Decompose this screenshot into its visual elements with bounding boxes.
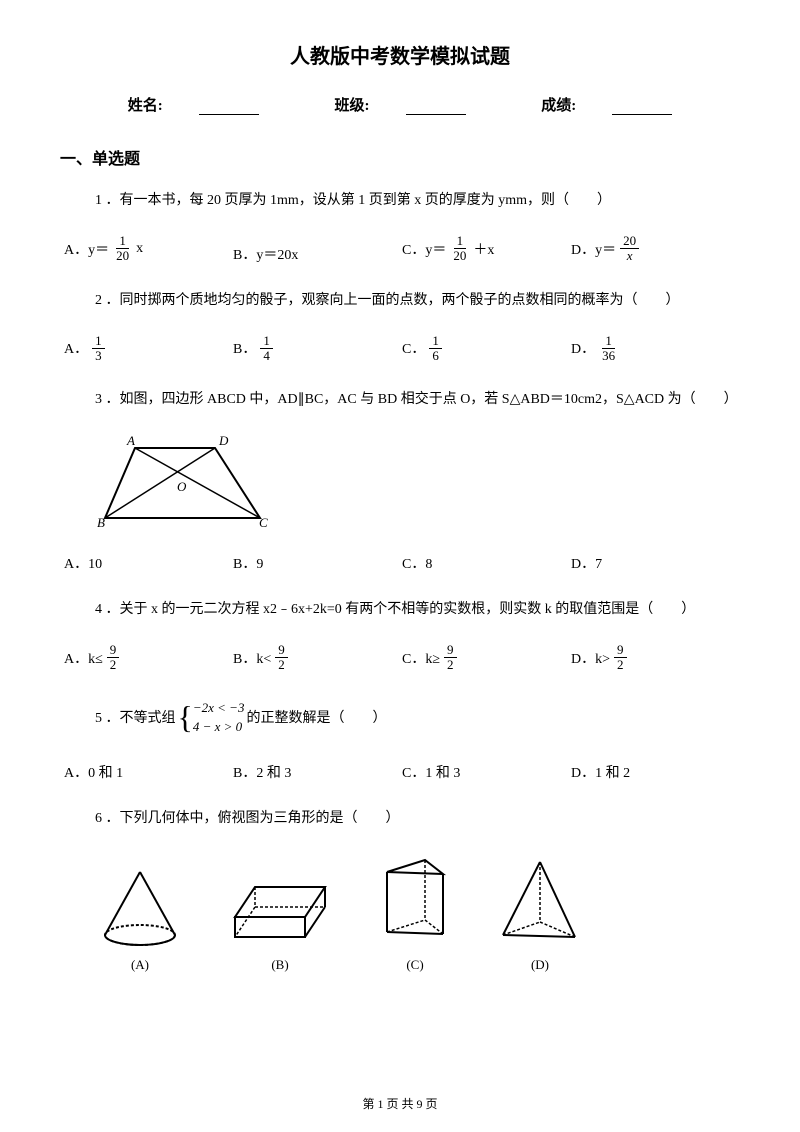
q3-opt-a: A．10 bbox=[64, 553, 233, 573]
meta-row: 姓名: 班级: 成绩: bbox=[60, 94, 740, 115]
q6-label-b: (B) bbox=[225, 957, 335, 973]
q4-opt-a: A．k≤92 bbox=[64, 643, 233, 673]
label-d: D bbox=[218, 433, 229, 448]
q6-label-a: (A) bbox=[95, 957, 185, 973]
q2-opt-c: C．16 bbox=[402, 334, 571, 364]
q6-shapes: (A) (B) (C) bbox=[60, 852, 740, 973]
q1-opt-d: D．y＝ 20x bbox=[571, 234, 740, 264]
q3-text: 3 ．如图，四边形 ABCD 中，AD∥BC，AC 与 BD 相交于点 O，若 … bbox=[60, 388, 740, 408]
q5-opt-a: A．0 和 1 bbox=[64, 762, 233, 782]
label-a: A bbox=[126, 433, 135, 448]
cone-icon bbox=[95, 867, 185, 947]
page-footer: 第 1 页 共 9 页 bbox=[0, 1095, 800, 1112]
q1-options: A．y＝ 120 x B．y＝20x C．y＝ 120 ＋x D．y＝ 20x bbox=[60, 234, 740, 264]
q4-text: 4 ．关于 x 的一元二次方程 x2﹣6x+2k=0 有两个不相等的实数根，则实… bbox=[60, 598, 740, 618]
class-blank bbox=[406, 101, 466, 115]
q3-options: A．10 B．9 C．8 D．7 bbox=[60, 553, 740, 573]
q4-opt-c: C．k≥92 bbox=[402, 643, 571, 673]
q3-opt-c: C．8 bbox=[402, 553, 571, 573]
q5-opt-d: D．1 和 2 bbox=[571, 762, 740, 782]
q2-opt-b: B．14 bbox=[233, 334, 402, 364]
q1-opt-c: C．y＝ 120 ＋x bbox=[402, 234, 571, 264]
section-1-title: 一、单选题 bbox=[60, 145, 740, 169]
score-blank bbox=[612, 101, 672, 115]
q4-options: A．k≤92 B．k<92 C．k≥92 D．k>92 bbox=[60, 643, 740, 673]
q6-label-d: (D) bbox=[495, 957, 585, 973]
brace-icon: { bbox=[178, 703, 193, 732]
q5-options: A．0 和 1 B．2 和 3 C．1 和 3 D．1 和 2 bbox=[60, 762, 740, 782]
prism-icon bbox=[375, 852, 455, 947]
name-label: 姓名: bbox=[128, 94, 163, 115]
q2-text: 2 ．同时掷两个质地均匀的骰子，观察向上一面的点数，两个骰子的点数相同的概率为（… bbox=[60, 289, 740, 309]
q1-opt-b: B．y＝20x bbox=[233, 244, 402, 264]
q4-opt-d: D．k>92 bbox=[571, 643, 740, 673]
score-label: 成绩: bbox=[541, 94, 576, 115]
label-o: O bbox=[177, 479, 187, 494]
name-blank bbox=[199, 101, 259, 115]
q2-options: A．13 B．14 C．16 D．136 bbox=[60, 334, 740, 364]
q1-opt-a: A．y＝ 120 x bbox=[64, 234, 233, 264]
q3-opt-b: B．9 bbox=[233, 553, 402, 573]
q3-diagram: A D B C O bbox=[95, 433, 740, 538]
label-b: B bbox=[97, 515, 105, 530]
q1-text: 1 ．有一本书，每 20 页厚为 1mm，设从第 1 页到第 x 页的厚度为 y… bbox=[60, 189, 740, 209]
q6-label-c: (C) bbox=[375, 957, 455, 973]
pyramid-icon bbox=[495, 857, 585, 947]
q2-opt-a: A．13 bbox=[64, 334, 233, 364]
q6-text: 6 ．下列几何体中，俯视图为三角形的是（ ） bbox=[60, 807, 740, 827]
q5-opt-b: B．2 和 3 bbox=[233, 762, 402, 782]
q5-opt-c: C．1 和 3 bbox=[402, 762, 571, 782]
class-label: 班级: bbox=[335, 94, 370, 115]
cuboid-icon bbox=[225, 877, 335, 947]
page-title: 人教版中考数学模拟试题 bbox=[60, 40, 740, 69]
q2-opt-d: D．136 bbox=[571, 334, 740, 364]
label-c: C bbox=[259, 515, 268, 530]
q3-opt-d: D．7 bbox=[571, 553, 740, 573]
q5-text: 5 ．不等式组 { −2x < −3 4 − x > 0 的正整数解是（ ） bbox=[60, 698, 740, 737]
q4-opt-b: B．k<92 bbox=[233, 643, 402, 673]
